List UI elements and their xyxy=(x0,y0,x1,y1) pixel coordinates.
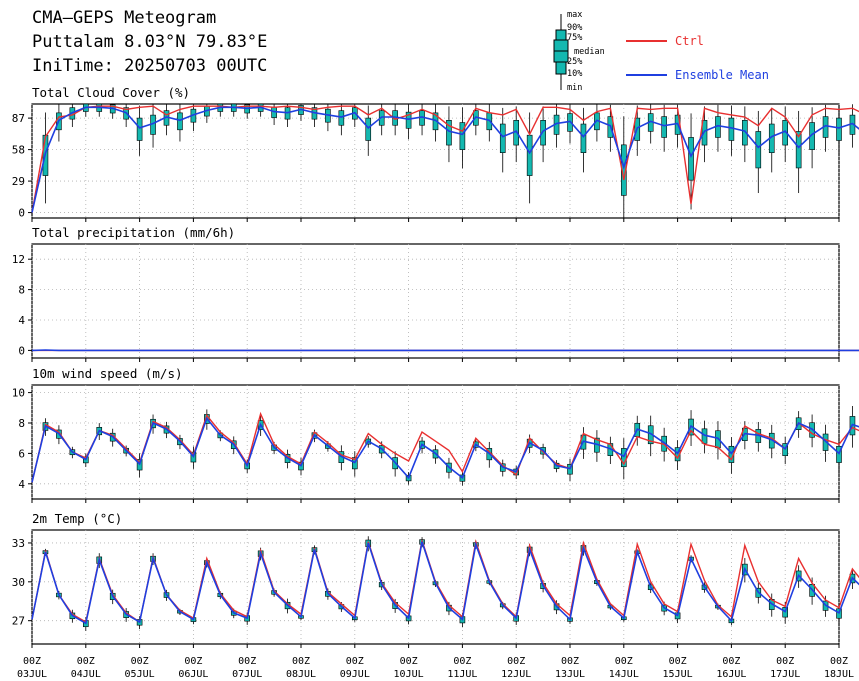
panel-title: Total precipitation (mm/6h) xyxy=(32,225,235,240)
x-tick-hour-label: 00Z xyxy=(776,656,794,667)
x-tick-date-label: 11JUL xyxy=(447,669,477,680)
y-tick-label: 12 xyxy=(12,253,25,266)
box-body xyxy=(459,122,466,150)
x-tick-hour-label: 00Z xyxy=(292,656,310,667)
legend-box-label: 10% xyxy=(567,69,582,79)
y-tick-label: 8 xyxy=(18,284,25,297)
box-body xyxy=(661,116,667,138)
x-tick-date-label: 03JUL xyxy=(17,669,47,680)
legend-box-label: 90% xyxy=(567,23,582,33)
x-tick-hour-label: 00Z xyxy=(77,656,95,667)
x-tick-hour-label: 00Z xyxy=(507,656,525,667)
y-tick-label: 0 xyxy=(18,344,25,357)
box-body xyxy=(836,117,842,141)
y-tick-label: 29 xyxy=(12,175,25,188)
box-body xyxy=(580,123,587,153)
panel-3: 27 30 33 xyxy=(12,529,859,648)
x-tick-hour-label: 00Z xyxy=(561,656,579,667)
panel-0: 0 29 58 87 xyxy=(12,103,859,222)
x-tick-date-label: 12JUL xyxy=(501,669,531,680)
x-tick-date-label: 07JUL xyxy=(232,669,262,680)
legend-ctrl-label: Ctrl xyxy=(675,34,704,48)
x-tick-date-label: 18JUL xyxy=(824,669,854,680)
panel-1: 0 4 8 12 xyxy=(12,243,859,362)
box-body xyxy=(338,110,345,126)
x-tick-date-label: 16JUL xyxy=(716,669,746,680)
y-tick-label: 8 xyxy=(18,417,25,430)
box-body xyxy=(688,137,694,181)
box-body xyxy=(446,120,452,146)
y-tick-label: 6 xyxy=(18,447,25,460)
box-body xyxy=(177,112,183,131)
series-mean-line xyxy=(31,541,859,625)
series-mean-line xyxy=(31,349,859,352)
header: CMA—GEPS Meteogram Puttalam 8.03°N 79.83… xyxy=(0,0,859,92)
series-ctrl-line xyxy=(31,538,859,624)
box-body xyxy=(499,123,506,153)
page-title: CMA—GEPS Meteogram xyxy=(32,8,217,28)
x-tick-hour-label: 00Z xyxy=(238,656,256,667)
box-body xyxy=(795,131,802,169)
box-body xyxy=(540,120,546,146)
x-tick-hour-label: 00Z xyxy=(669,656,687,667)
x-tick-date-label: 13JUL xyxy=(555,669,585,680)
y-tick-label: 58 xyxy=(12,144,25,157)
x-tick-hour-label: 00Z xyxy=(131,656,149,667)
legend-box-label: min xyxy=(567,83,582,93)
x-tick-date-label: 08JUL xyxy=(286,669,316,680)
x-tick-hour-label: 00Z xyxy=(346,656,364,667)
init-time-label: IniTime: 20250703 00UTC xyxy=(32,56,268,76)
x-tick-hour-label: 00Z xyxy=(453,656,471,667)
x-tick-date-label: 09JUL xyxy=(340,669,370,680)
box-body xyxy=(136,117,143,141)
location-label: Puttalam 8.03°N 79.83°E xyxy=(32,32,268,52)
box-body xyxy=(526,134,533,176)
box-body xyxy=(405,111,412,129)
y-tick-label: 10 xyxy=(12,387,25,400)
panel-frame xyxy=(31,243,840,359)
x-tick-hour-label: 00Z xyxy=(615,656,633,667)
x-tick-date-label: 05JUL xyxy=(125,669,155,680)
y-tick-label: 27 xyxy=(12,615,25,628)
x-tick-hour-label: 00Z xyxy=(722,656,740,667)
y-tick-label: 4 xyxy=(18,314,25,327)
x-tick-hour-label: 00Z xyxy=(400,656,418,667)
y-tick-label: 4 xyxy=(18,478,25,491)
legend-mean-label: Ensemble Mean xyxy=(675,68,769,82)
panel-title: Total Cloud Cover (%) xyxy=(32,85,190,100)
legend-box-label: 75% xyxy=(567,33,582,43)
x-tick-date-label: 17JUL xyxy=(770,669,800,680)
x-tick-date-label: 14JUL xyxy=(609,669,639,680)
legend-box-label: max xyxy=(567,10,582,20)
panel-title: 2m Temp (°C) xyxy=(32,511,122,526)
legend-box-label: 25% xyxy=(567,57,582,67)
x-tick-date-label: 15JUL xyxy=(663,669,693,680)
box-body xyxy=(728,117,735,141)
legend-box-label: median xyxy=(574,47,605,57)
y-tick-label: 33 xyxy=(12,537,25,550)
series-mean-line xyxy=(31,416,859,483)
y-tick-label: 87 xyxy=(12,112,25,125)
x-tick-hour-label: 00Z xyxy=(184,656,202,667)
box-body xyxy=(365,117,372,141)
x-tick-date-label: 06JUL xyxy=(178,669,208,680)
series-ctrl-line xyxy=(31,105,859,213)
box-body xyxy=(755,131,762,169)
x-tick-date-label: 04JUL xyxy=(71,669,101,680)
box-body xyxy=(742,120,748,146)
x-tick-hour-label: 00Z xyxy=(23,656,41,667)
x-tick-date-label: 10JUL xyxy=(394,669,424,680)
y-tick-label: 30 xyxy=(12,576,25,589)
x-tick-hour-label: 00Z xyxy=(830,656,848,667)
series-mean-line xyxy=(31,106,859,213)
panel-title: 10m wind speed (m/s) xyxy=(32,366,183,381)
y-tick-label: 0 xyxy=(18,207,25,220)
panel-2: 4 6 8 10 xyxy=(12,384,859,503)
